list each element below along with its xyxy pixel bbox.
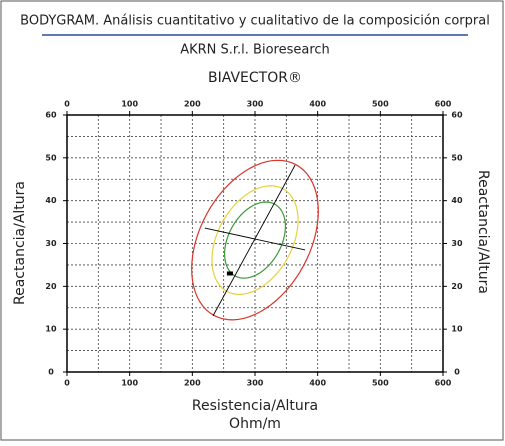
y-tick-label: 20 (451, 282, 463, 291)
tolerance-ellipse (191, 159, 319, 321)
x-tick-label: 400 (309, 379, 326, 388)
ellipse-axis (212, 164, 296, 317)
y-tick-label: 50 (451, 153, 463, 162)
y-tick-label: 10 (45, 325, 57, 334)
x-tick-label: 400 (309, 100, 326, 109)
y-tick-label: 60 (45, 111, 57, 120)
x-tick-label: 100 (121, 379, 138, 388)
x-tick-label: 600 (435, 379, 452, 388)
y-tick-label: 20 (45, 282, 57, 291)
y-tick-label: 50 (45, 153, 57, 162)
x-label-unit: Ohm/m (229, 416, 281, 432)
y-label: Reactancia/Altura (12, 181, 28, 305)
y-tick-label: 30 (45, 239, 57, 248)
x-tick-label: 500 (372, 379, 389, 388)
point (226, 271, 233, 276)
ellipse-axis (204, 227, 306, 251)
tolerance-ellipse (211, 185, 299, 295)
x-tick-label: 100 (121, 100, 138, 109)
tolerance-ellipse (223, 201, 287, 279)
y-label-right: Reactancia/Altura (475, 170, 491, 294)
x-tick-label: 600 (435, 100, 452, 109)
x-tick-label: 500 (372, 100, 389, 109)
y-tick-label: 40 (451, 196, 463, 205)
y-tick-label: 30 (451, 239, 463, 248)
x-tick-label: 0 (64, 100, 70, 109)
y-tick-label: 0 (454, 368, 460, 377)
chart-title: BIAVECTOR® (208, 70, 302, 86)
y-tick-label: 10 (451, 325, 463, 334)
x-label: Resistencia/Altura (192, 398, 318, 414)
header: BODYGRAM. Análisis cuantitativo y cualit… (20, 14, 490, 29)
x-tick-label: 200 (184, 100, 201, 109)
x-tick-label: 300 (247, 379, 264, 388)
y-tick-label: 60 (451, 111, 463, 120)
x-tick-label: 200 (184, 379, 201, 388)
x-tick-label: 300 (247, 100, 264, 109)
x-tick-label: 0 (64, 379, 70, 388)
y-tick-label: 0 (48, 368, 54, 377)
subheader: AKRN S.r.l. Bioresearch (180, 43, 330, 58)
y-tick-label: 40 (45, 196, 57, 205)
